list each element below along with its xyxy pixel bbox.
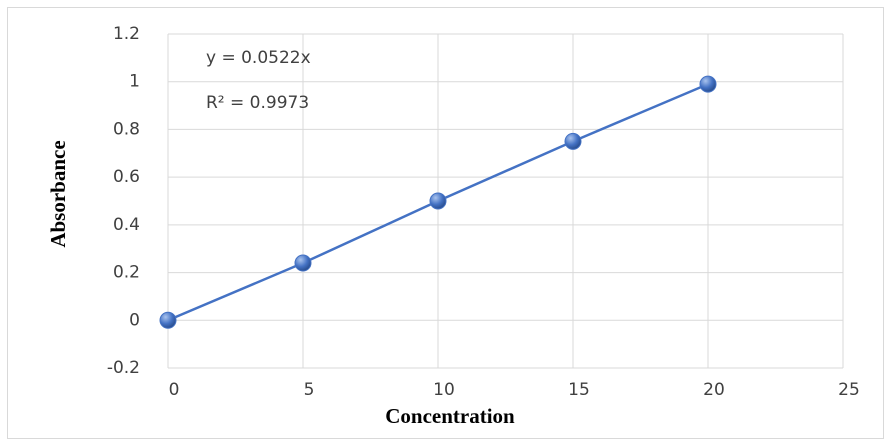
- chart-frame: [7, 7, 884, 439]
- x-tick-label: 25: [838, 380, 860, 400]
- y-tick-label: 0.8: [113, 119, 140, 139]
- x-axis-title: Concentration: [385, 404, 515, 428]
- x-tick-label: 10: [433, 380, 455, 400]
- y-tick-label: 1.2: [113, 24, 140, 44]
- y-tick-label: 0.6: [113, 167, 140, 187]
- y-tick-label: 1: [129, 72, 140, 92]
- x-tick-label: 15: [568, 380, 590, 400]
- r-squared: R² = 0.9973: [206, 93, 309, 113]
- grid: [167, 33, 844, 369]
- x-tick-label: 0: [169, 380, 180, 400]
- y-axis-title: Absorbance: [46, 140, 70, 247]
- data-point: [429, 192, 447, 210]
- data-point: [699, 75, 717, 93]
- y-tick-label: 0: [129, 310, 140, 330]
- x-tick-label: 5: [304, 380, 315, 400]
- data-point: [294, 254, 312, 272]
- data-point: [564, 132, 582, 150]
- x-tick-label: 20: [703, 380, 725, 400]
- y-tick-label: 0.4: [113, 215, 140, 235]
- y-tick-label: -0.2: [107, 358, 140, 378]
- data-point: [159, 311, 177, 329]
- equation: y = 0.0522x: [206, 48, 311, 68]
- y-tick-label: 0.2: [113, 263, 140, 283]
